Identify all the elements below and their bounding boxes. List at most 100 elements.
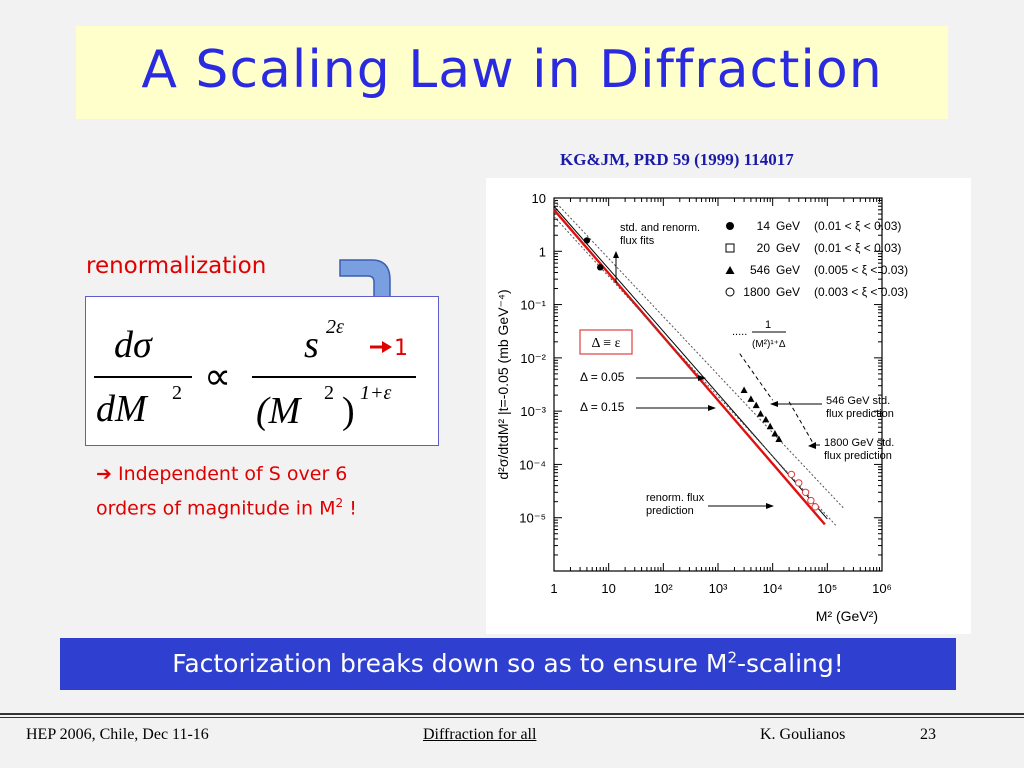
formula-rhs-numerator: s bbox=[304, 324, 319, 366]
legend-energy: 14 bbox=[757, 219, 771, 233]
slide-title: A Scaling Law in Diffraction bbox=[141, 40, 883, 100]
y-tick-label: 10⁻⁵ bbox=[519, 511, 546, 526]
formula-lhs-exponent: 2 bbox=[172, 382, 182, 404]
annotation-delta-015: Δ = 0.15 bbox=[580, 400, 625, 414]
annotation-fits-label-1: std. and renorm. bbox=[620, 222, 700, 234]
data-point-546gev bbox=[747, 395, 755, 402]
footer-title-link[interactable]: Diffraction for all bbox=[423, 726, 537, 743]
annotation-fits-label-2: flux fits bbox=[620, 235, 655, 247]
delta-015-arrowhead bbox=[708, 405, 716, 411]
formula-proportional-sign: ∝ bbox=[204, 356, 231, 398]
scaling-law-formula: dσ dM 2 ∝ s 2ε (M 2 ) 1+ε 1 bbox=[85, 296, 439, 446]
footer-rule bbox=[0, 713, 1024, 715]
series-line-1800-gev-std-flux-prediction bbox=[788, 401, 814, 444]
annotation-powerlaw-numerator: 1 bbox=[765, 319, 771, 331]
formula-lhs-numerator: dσ bbox=[114, 324, 153, 366]
factorization-banner: Factorization breaks down so as to ensur… bbox=[60, 638, 956, 690]
legend-unit: GeV bbox=[776, 219, 800, 233]
std546-arrowhead bbox=[770, 401, 778, 407]
legend-unit: GeV bbox=[776, 241, 800, 255]
annotation-powerlaw-prefix: ..... bbox=[732, 326, 747, 338]
banner-text: Factorization breaks down so as to ensur… bbox=[172, 649, 728, 678]
reference-citation: KG&JM, PRD 59 (1999) 114017 bbox=[560, 150, 794, 169]
x-tick-label: 10⁶ bbox=[872, 581, 892, 596]
x-tick-label: 10⁴ bbox=[763, 581, 783, 596]
y-tick-label: 10 bbox=[532, 191, 546, 206]
data-point-1800gev bbox=[801, 488, 810, 496]
data-point-546gev bbox=[752, 401, 760, 409]
data-point-546gev bbox=[775, 435, 783, 443]
banner-end: -scaling! bbox=[737, 649, 844, 678]
legend-range: (0.01 < ξ < 0.03) bbox=[814, 219, 901, 233]
formula-lhs-denominator: dM bbox=[96, 388, 149, 430]
footer-page-number: 23 bbox=[920, 726, 936, 743]
annotation-1800-std-1: 1800 GeV std. bbox=[824, 437, 894, 449]
annotation-546-std-1: 546 GeV std. bbox=[826, 395, 890, 407]
renormalization-label: renormalization bbox=[86, 253, 267, 279]
formula-rhs-denominator-close: ) bbox=[342, 390, 355, 432]
legend-unit: GeV bbox=[776, 285, 800, 299]
annotation-renorm-1: renorm. flux bbox=[646, 492, 705, 504]
x-axis-label: M² (GeV²) bbox=[816, 608, 878, 624]
independence-note: ➔ Independent of S over 6 orders of magn… bbox=[96, 460, 441, 523]
legend-range: (0.005 < ξ < 0.03) bbox=[814, 263, 908, 277]
y-tick-label: 1 bbox=[539, 244, 546, 259]
y-tick-label: 10⁻⁴ bbox=[519, 457, 546, 472]
series-line-546-gev-std-flux-prediction bbox=[739, 353, 774, 401]
note-line-2: orders of magnitude in M bbox=[96, 497, 336, 520]
x-tick-label: 1 bbox=[550, 581, 557, 596]
std1800-arrowhead bbox=[808, 442, 816, 449]
annotation-delta-005: Δ = 0.05 bbox=[580, 370, 625, 384]
legend-unit: GeV bbox=[776, 263, 800, 277]
delta-005-arrowhead bbox=[698, 375, 706, 381]
x-tick-label: 10 bbox=[601, 581, 615, 596]
title-box: A Scaling Law in Diffraction bbox=[76, 26, 948, 119]
formula-rhs-denominator: (M bbox=[256, 390, 303, 432]
data-point-546gev bbox=[740, 386, 748, 393]
annotation-546-std-2: flux prediction bbox=[826, 408, 894, 420]
legend-energy: 20 bbox=[757, 241, 771, 255]
annotation-1800-std-2: flux prediction bbox=[824, 450, 892, 462]
series-line--0-05 bbox=[553, 205, 828, 520]
formula-rhs-numerator-exponent: 2ε bbox=[326, 316, 344, 338]
legend-marker-filled-circle bbox=[726, 222, 734, 230]
legend-energy: 1800 bbox=[743, 285, 770, 299]
arrow-to-one-icon bbox=[370, 341, 392, 353]
data-point-1800gev bbox=[807, 496, 815, 505]
data-point-546gev bbox=[762, 415, 770, 423]
legend-marker-open-circle bbox=[725, 287, 735, 297]
legend-energy: 546 bbox=[750, 263, 770, 277]
note-superscript: 2 bbox=[335, 496, 344, 510]
data-point-14gev bbox=[583, 237, 591, 244]
data-point-546gev bbox=[771, 430, 779, 437]
right-arrow-icon: ➔ bbox=[96, 463, 112, 485]
formula-rhs-denominator-square: 2 bbox=[324, 382, 334, 404]
footer-conference: HEP 2006, Chile, Dec 11-16 bbox=[26, 726, 209, 743]
series-line-renorm-flux-fit bbox=[553, 209, 826, 526]
renorm-arrowhead bbox=[766, 503, 774, 509]
diffraction-plot: 1 10 10² 10³ 10⁴ 10⁵ 10⁶ 10 1 10⁻¹ 10⁻² 10⁻³ 10⁻⁴ 10⁻… bbox=[486, 178, 971, 634]
y-tick-label: 10⁻³ bbox=[520, 404, 546, 419]
data-point-546gev bbox=[766, 422, 774, 430]
legend-marker-filled-triangle bbox=[725, 266, 735, 274]
data-point-1800gev bbox=[795, 479, 803, 487]
annotation-delta-definition: Δ ≡ ε bbox=[591, 336, 620, 351]
legend-range: (0.01 < ξ < 0.03) bbox=[814, 241, 901, 255]
data-point-546gev bbox=[757, 410, 765, 417]
note-line-1: Independent of S over 6 bbox=[111, 463, 348, 485]
footer-rule-thin bbox=[0, 717, 1024, 718]
legend-marker-open-square bbox=[725, 243, 735, 253]
data-point-1800gev bbox=[811, 503, 819, 511]
banner-superscript: 2 bbox=[727, 648, 738, 667]
delta-definition-box bbox=[579, 329, 633, 355]
diffraction-plot-svg: 1 10 10² 10³ 10⁴ 10⁵ 10⁶ 10 1 10⁻¹ 10⁻² 10⁻³ 10⁻⁴ 10⁻… bbox=[495, 191, 908, 624]
x-tick-label: 10² bbox=[654, 581, 673, 596]
formula-arrow-target: 1 bbox=[394, 336, 408, 361]
y-tick-label: 10⁻¹ bbox=[520, 298, 546, 313]
y-axis-label: d²σ/dtdM² |t=-0.05 (mb GeV⁻⁴) bbox=[495, 289, 511, 479]
formula-rhs-denominator-exponent: 1+ε bbox=[360, 382, 391, 404]
y-tick-label: 10⁻² bbox=[520, 351, 546, 366]
data-point-1800gev bbox=[787, 470, 796, 479]
annotation-powerlaw-denominator: (M²)¹⁺Δ bbox=[752, 339, 786, 350]
note-end: ! bbox=[343, 497, 357, 520]
